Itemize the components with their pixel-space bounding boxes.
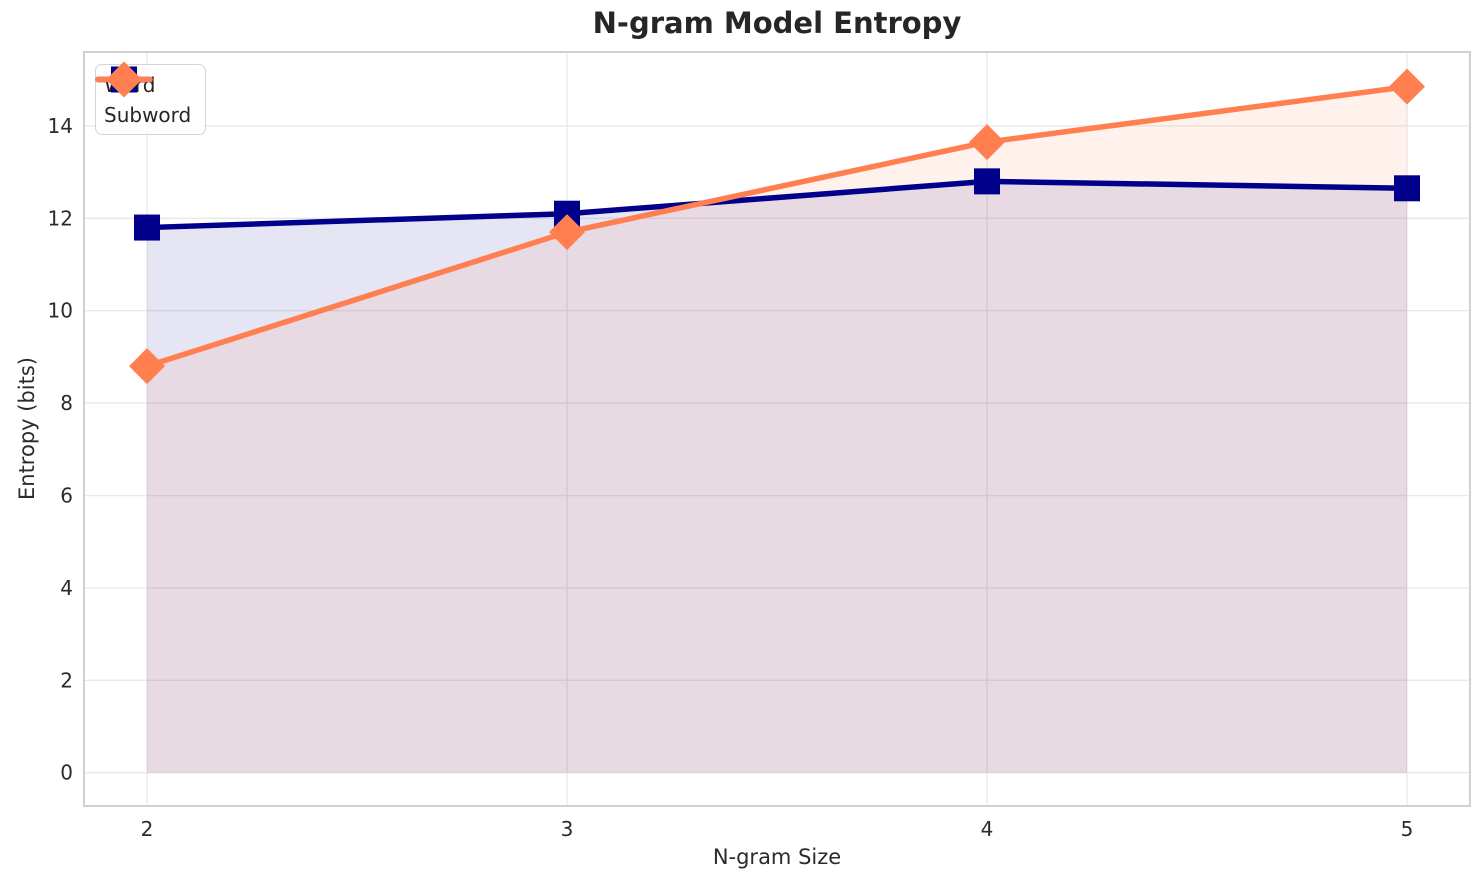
x-tick-label-2: 2	[141, 817, 154, 841]
x-tick-label-3: 3	[561, 817, 574, 841]
word-marker-5	[1394, 175, 1420, 202]
subword-line	[144, 83, 1410, 369]
x-axis-label: N-gram Size	[712, 845, 842, 869]
word-area-fill	[147, 181, 1407, 773]
y-axis-label: Entropy (bits)	[15, 357, 39, 501]
y-tick-label-14: 14	[48, 114, 73, 138]
y-tick-label-6: 6	[60, 484, 73, 508]
y-tick-label-10: 10	[48, 299, 73, 323]
legend-label: Subword	[104, 102, 192, 127]
subword-marker-4	[969, 124, 1005, 161]
legend-entry-subword: Subword	[95, 61, 192, 129]
x-tick-label-4: 4	[981, 817, 994, 841]
y-tick-label-8: 8	[60, 391, 73, 415]
x-tick-label-5: 5	[1401, 817, 1414, 841]
legend: WordSubword	[95, 61, 207, 135]
y-tick-label-2: 2	[60, 668, 73, 692]
diamond-marker-icon	[95, 61, 153, 98]
subword-marker-3	[549, 214, 585, 251]
y-tick-label-0: 0	[60, 761, 73, 785]
subword-marker-5	[1389, 68, 1425, 105]
word-line	[144, 178, 1410, 231]
axes-spines	[83, 51, 1471, 807]
word-marker-4	[974, 168, 1000, 195]
chart-title: N-gram Model Entropy	[592, 6, 962, 40]
y-tick-label-4: 4	[60, 576, 73, 600]
y-tick-label-12: 12	[48, 206, 73, 230]
subword-marker-2	[129, 348, 165, 385]
subword-area-fill	[147, 86, 1407, 773]
word-marker-2	[134, 214, 160, 241]
